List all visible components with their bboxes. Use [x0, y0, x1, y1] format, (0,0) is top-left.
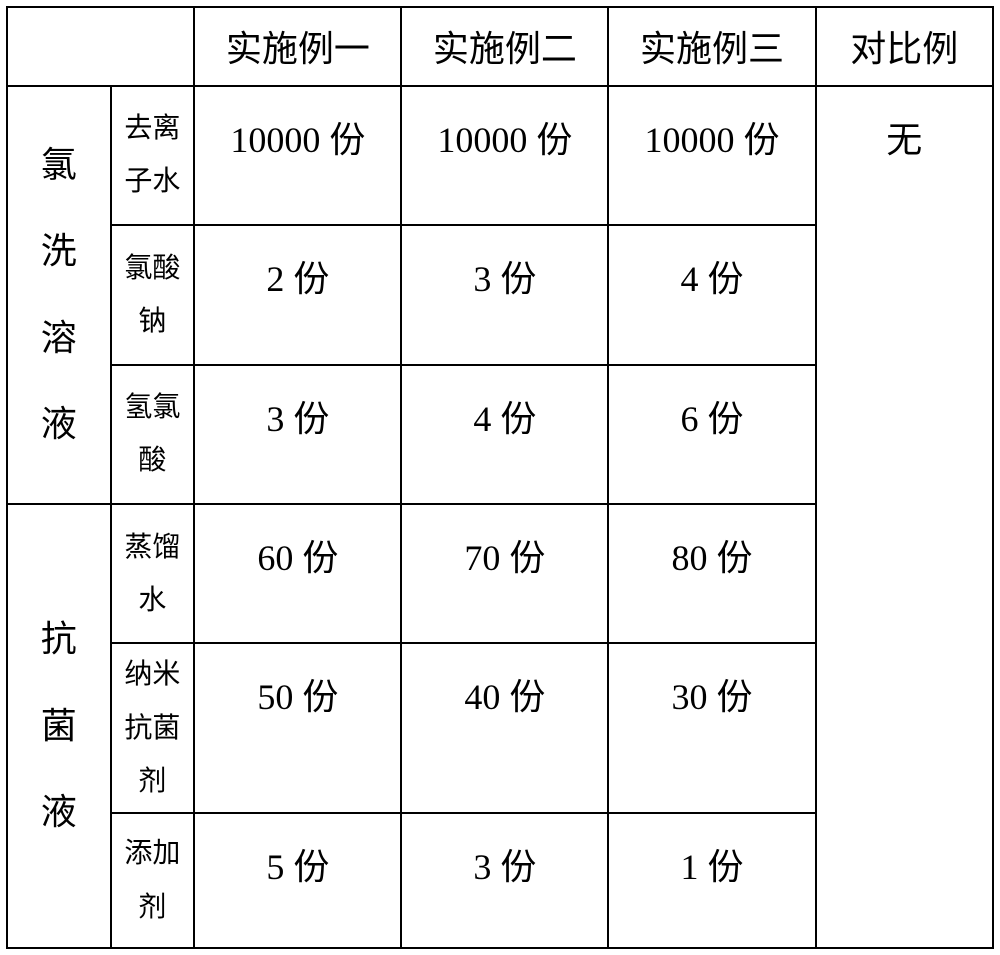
sub-label: 氢氯酸 [111, 365, 195, 504]
sub-label: 氯酸钠 [111, 225, 195, 364]
header-example-2: 实施例二 [401, 7, 608, 86]
table-row: 氯洗溶液 去离子水 10000 份 10000 份 10000 份 无 [7, 86, 993, 225]
data-cell: 1 份 [608, 813, 815, 948]
sub-label: 添加剂 [111, 813, 195, 948]
data-cell: 50 份 [194, 643, 401, 813]
header-example-3: 实施例三 [608, 7, 815, 86]
data-cell: 70 份 [401, 504, 608, 643]
data-cell: 2 份 [194, 225, 401, 364]
data-cell: 3 份 [194, 365, 401, 504]
data-cell: 3 份 [401, 225, 608, 364]
sub-label: 纳米抗菌剂 [111, 643, 195, 813]
header-example-1: 实施例一 [194, 7, 401, 86]
group-label-text: 氯洗溶液 [12, 122, 106, 468]
group-label-antibacterial: 抗菌液 [7, 504, 111, 948]
header-blank [7, 7, 194, 86]
data-cell: 4 份 [608, 225, 815, 364]
data-cell: 80 份 [608, 504, 815, 643]
group-label-chlorine-wash: 氯洗溶液 [7, 86, 111, 504]
header-row: 实施例一 实施例二 实施例三 对比例 [7, 7, 993, 86]
sub-label: 蒸馏水 [111, 504, 195, 643]
data-cell: 40 份 [401, 643, 608, 813]
composition-table-container: 实施例一 实施例二 实施例三 对比例 氯洗溶液 去离子水 10000 份 100… [0, 0, 1000, 955]
data-cell: 4 份 [401, 365, 608, 504]
data-cell: 6 份 [608, 365, 815, 504]
data-cell: 5 份 [194, 813, 401, 948]
data-cell: 10000 份 [608, 86, 815, 225]
comparison-value-cell: 无 [816, 86, 994, 948]
header-comparison: 对比例 [816, 7, 994, 86]
data-cell: 10000 份 [194, 86, 401, 225]
sub-label: 去离子水 [111, 86, 195, 225]
data-cell: 60 份 [194, 504, 401, 643]
data-cell: 3 份 [401, 813, 608, 948]
composition-table: 实施例一 实施例二 实施例三 对比例 氯洗溶液 去离子水 10000 份 100… [6, 6, 994, 949]
data-cell: 30 份 [608, 643, 815, 813]
data-cell: 10000 份 [401, 86, 608, 225]
group-label-text: 抗菌液 [12, 596, 106, 855]
